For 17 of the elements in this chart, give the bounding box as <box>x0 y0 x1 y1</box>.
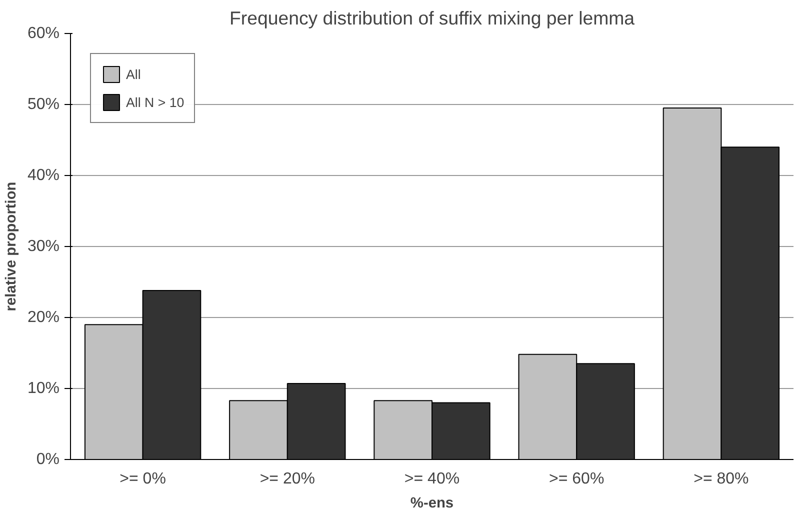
x-tick-label: >= 40% <box>404 470 460 488</box>
y-tick-label: 40% <box>27 167 60 184</box>
x-tick-label: >= 60% <box>549 470 604 488</box>
x-tick-label: >= 0% <box>120 470 166 488</box>
x-tick-label: >= 20% <box>260 470 315 488</box>
y-axis-title: relative proportion <box>3 182 20 312</box>
legend-label: All <box>126 66 142 82</box>
y-tick-label: 10% <box>27 380 60 397</box>
y-tick-label: 0% <box>36 451 60 468</box>
x-tick-label: >= 80% <box>694 470 749 488</box>
x-axis-title: %-ens <box>410 496 454 512</box>
y-tick-label: 30% <box>27 238 60 255</box>
y-tick-label: 50% <box>27 96 60 113</box>
y-tick-label: 20% <box>27 309 60 326</box>
chart-title: Frequency distribution of suffix mixing per lemma <box>229 8 636 28</box>
legend-label: All N > 10 <box>126 94 184 110</box>
y-tick-label: 60% <box>27 25 60 42</box>
